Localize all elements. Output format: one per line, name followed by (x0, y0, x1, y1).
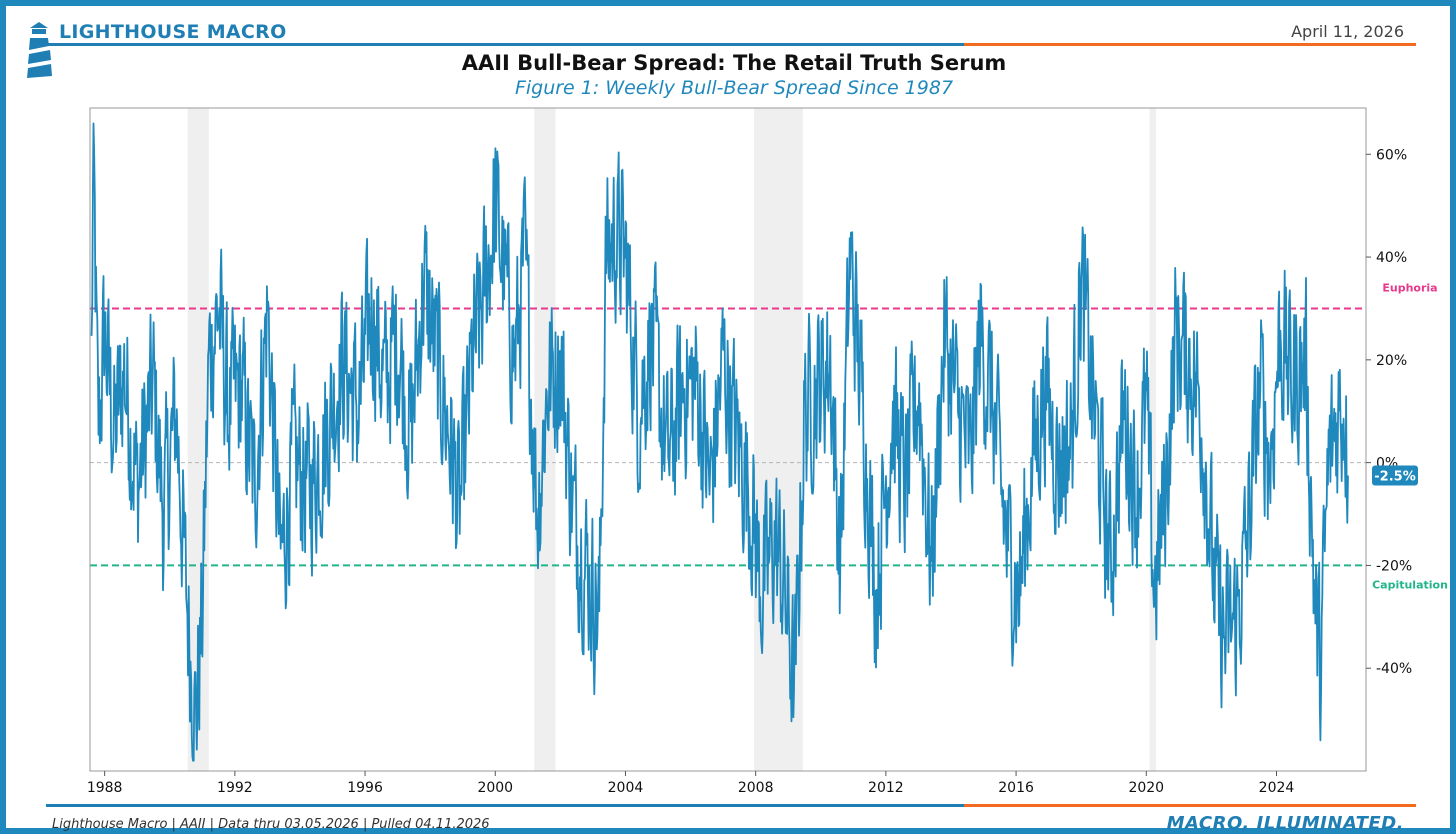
y-tick-label: 20% (1376, 353, 1407, 369)
annotation-layer: Euphoria Capitulation -2.5% (1372, 281, 1448, 591)
series-layer (90, 122, 1349, 762)
y-axis: 60%40%20%0%-20%-40% (1366, 147, 1412, 677)
plot-area-border (89, 107, 1367, 772)
x-tick-label: 2008 (738, 780, 774, 796)
footer-rule-blue (46, 804, 964, 807)
x-tick-label: 1992 (217, 780, 253, 796)
y-tick-label: 60% (1376, 147, 1407, 163)
y-tick-label: -20% (1376, 558, 1412, 574)
x-tick-label: 2012 (868, 780, 904, 796)
last-value-label: -2.5% (1374, 469, 1415, 484)
header-rule-orange (964, 43, 1416, 46)
last-value-badge (1372, 465, 1418, 486)
bull-bear-spread-line (90, 122, 1349, 762)
x-tick-label: 2024 (1259, 780, 1295, 796)
tagline: MACRO, ILLUMINATED. (1166, 813, 1404, 834)
y-tick-label: -40% (1376, 661, 1412, 677)
recession-band (1149, 108, 1157, 771)
bull-bear-spread-chart: 1988 1992 1996 2000 2004 2008 2012 2016 2020 2024… (87, 107, 1448, 796)
x-tick-label: 2004 (608, 780, 644, 796)
report-date: April 11, 2026 (1291, 22, 1404, 41)
recession-band (754, 108, 803, 771)
x-tick-label: 1996 (347, 780, 383, 796)
x-tick-label: 2000 (477, 780, 513, 796)
source-note: Lighthouse Macro | AAII | Data thru 03.0… (52, 817, 490, 832)
x-tick-label: 2020 (1128, 780, 1164, 796)
lighthouse-icon (27, 22, 52, 78)
y-tick-label: 40% (1376, 250, 1407, 266)
brand-name: LIGHTHOUSE MACRO (59, 21, 287, 43)
x-tick-label: 1988 (87, 780, 123, 796)
capitulation-label: Capitulation (1372, 578, 1448, 591)
chart-subtitle: Figure 1: Weekly Bull-Bear Spread Since … (514, 77, 954, 99)
x-axis: 1988 1992 1996 2000 2004 2008 2012 2016 2020 2024 (87, 771, 1295, 796)
header-rule-blue (46, 43, 964, 46)
chart-title: AAII Bull-Bear Spread: The Retail Truth … (461, 51, 1007, 75)
x-tick-label: 2016 (998, 780, 1034, 796)
euphoria-label: Euphoria (1382, 281, 1437, 294)
footer-rule-orange (964, 804, 1416, 807)
